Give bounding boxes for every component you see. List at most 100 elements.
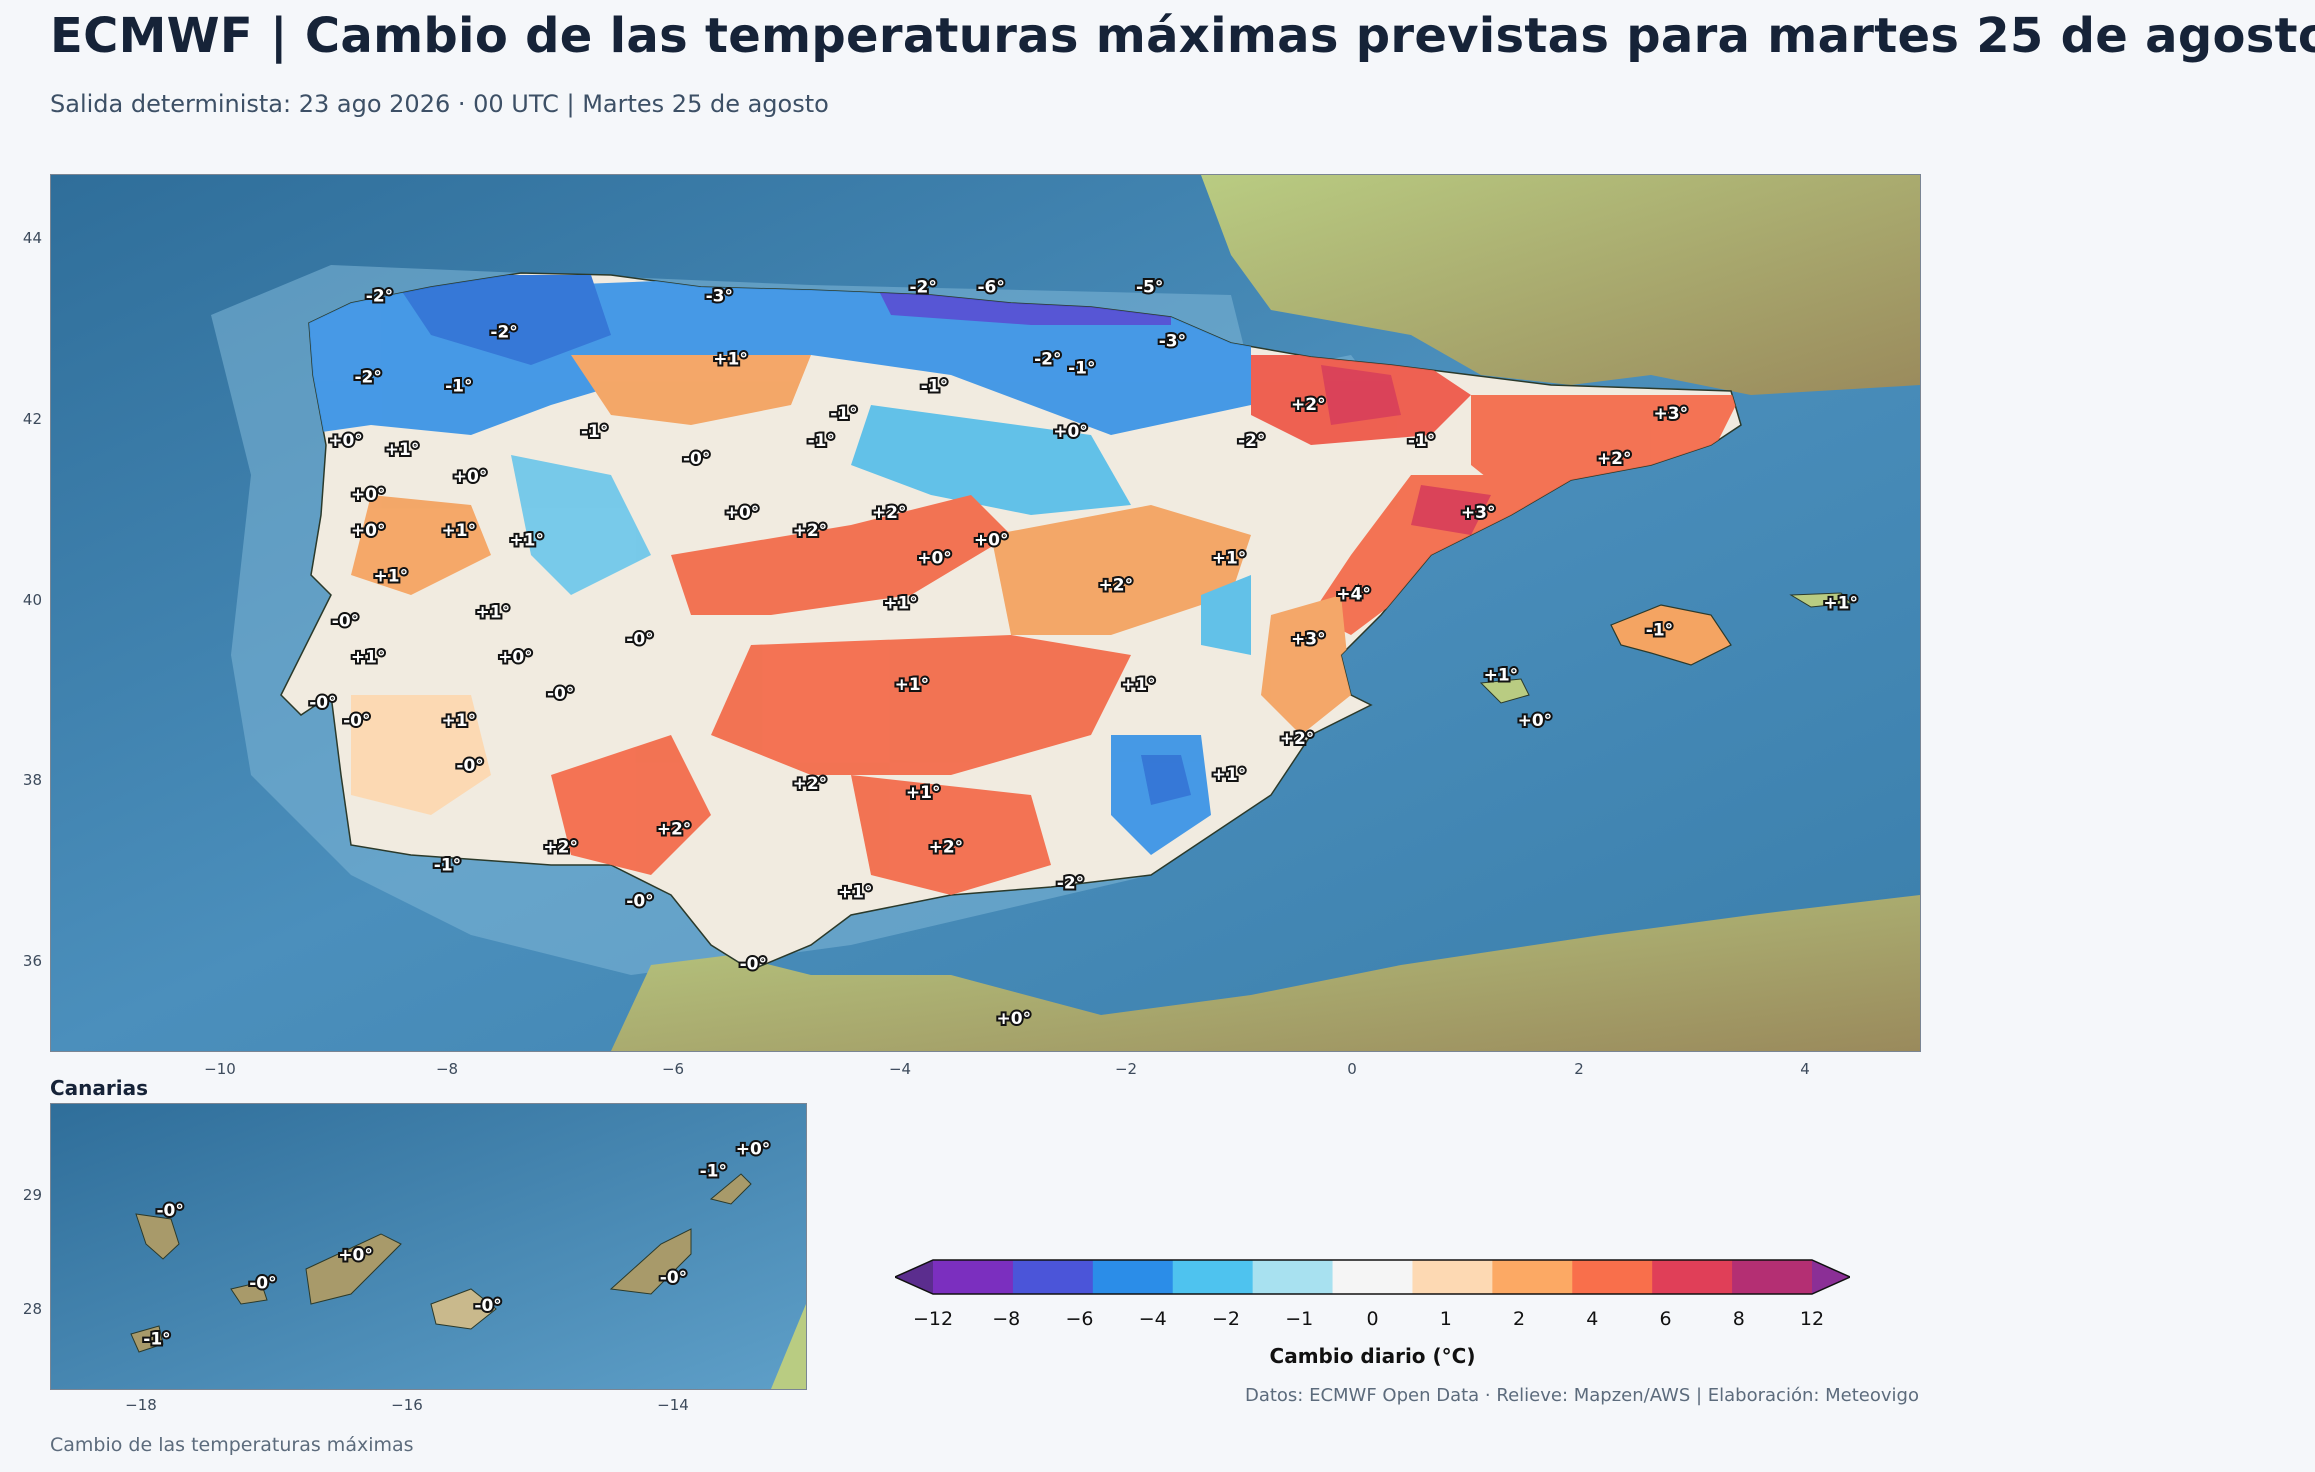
- lat-tick: 29: [22, 1186, 42, 1204]
- temp-change-label: +1°: [883, 594, 918, 614]
- temp-change-label: -0°: [683, 449, 710, 469]
- canarias-map-labels: +0° -1° -0° +0° -0° -0° -0° -1°: [141, 1137, 772, 1351]
- temp-change-label: +1°: [838, 883, 873, 903]
- colorbar-tick-label: 12: [1799, 1308, 1825, 1330]
- lon-tick: −16: [391, 1396, 423, 1414]
- colorbar-tick-label: 1: [1439, 1308, 1452, 1330]
- colorbar-segment: [1412, 1260, 1493, 1294]
- temp-change-label: +1°: [442, 711, 477, 731]
- temp-change-label: +0°: [328, 431, 363, 451]
- temp-change-label: -1°: [700, 1162, 727, 1182]
- temp-change-label: -6°: [978, 277, 1005, 297]
- colorbar-tick-label: −1: [1285, 1308, 1314, 1330]
- colorbar-segment: [1572, 1260, 1653, 1294]
- colorbar-tick-label: 6: [1659, 1308, 1672, 1330]
- temp-change-label: -1°: [445, 377, 472, 397]
- temp-change-label: +2°: [543, 837, 578, 857]
- temp-change-label: -0°: [249, 1273, 276, 1293]
- temp-change-label: -0°: [343, 711, 370, 731]
- colorbar-segment: [1012, 1260, 1094, 1294]
- temp-change-label: +0°: [351, 485, 386, 505]
- temp-change-label: +2°: [793, 774, 828, 794]
- colorbar-segment: [1092, 1260, 1174, 1294]
- temp-change-label: -2°: [490, 323, 517, 343]
- temp-change-label: +1°: [385, 440, 420, 460]
- temp-change-label: +1°: [1212, 548, 1247, 568]
- temp-change-label: -1°: [808, 431, 835, 451]
- temp-change-label: -1°: [143, 1329, 170, 1349]
- temp-change-label: +1°: [374, 566, 409, 586]
- temp-change-label: -5°: [1136, 277, 1163, 297]
- temp-change-label: +0°: [1053, 422, 1088, 442]
- temp-change-label: -1°: [921, 377, 948, 397]
- temp-change-label: -0°: [456, 756, 483, 776]
- lon-tick: 0: [1347, 1060, 1357, 1078]
- lon-tick: −18: [125, 1396, 157, 1414]
- temp-change-label: +0°: [453, 467, 488, 487]
- main-map: -2° -3° -2° -6° -5° -2° -3° +1° -2° -1° -2° -1° -1° +…: [50, 174, 1921, 1052]
- temp-change-label: +4°: [1336, 585, 1371, 605]
- lon-tick: 4: [1800, 1060, 1810, 1078]
- colorbar-tick-label: 0: [1366, 1308, 1379, 1330]
- colorbar-tick-label: 8: [1732, 1308, 1745, 1330]
- lat-tick: 42: [22, 410, 42, 428]
- temp-change-label: +2°: [1280, 729, 1315, 749]
- temp-change-label: +1°: [509, 530, 544, 550]
- colorbar-segment: [1652, 1260, 1733, 1294]
- lat-tick: 28: [22, 1300, 42, 1318]
- temp-change-label: -0°: [547, 684, 574, 704]
- temp-change-label: +1°: [1484, 666, 1519, 686]
- colorbar-tick-label: 2: [1512, 1308, 1526, 1330]
- temp-change-label: -3°: [1159, 332, 1186, 352]
- colorbar-segment: [1732, 1260, 1813, 1294]
- temp-change-label: -0°: [740, 955, 767, 975]
- lat-tick: 36: [22, 952, 42, 970]
- colorbar-tick-label: −2: [1211, 1308, 1240, 1330]
- lon-tick: −14: [657, 1396, 689, 1414]
- lon-tick: −6: [661, 1060, 685, 1078]
- temp-change-label: -1°: [1646, 621, 1673, 641]
- temp-change-label: -0°: [626, 630, 653, 650]
- colorbar-segment: [933, 1260, 1014, 1294]
- temp-change-label: +3°: [1654, 404, 1689, 424]
- colorbar-tick-label: 4: [1586, 1308, 1599, 1330]
- colorbar-tick-label: −6: [1065, 1308, 1094, 1330]
- temp-change-label: +1°: [1823, 594, 1858, 614]
- lat-tick: 38: [22, 771, 42, 789]
- temp-change-label: +1°: [1121, 675, 1156, 695]
- temp-change-label: +0°: [351, 521, 386, 541]
- temp-change-label: -0°: [660, 1268, 687, 1288]
- temp-change-label: +3°: [1291, 630, 1326, 650]
- figure-caption: Cambio de las temperaturas máximas: [50, 1434, 414, 1456]
- temp-change-label: +2°: [657, 819, 692, 839]
- lat-tick: 44: [22, 229, 42, 247]
- lon-tick: −8: [435, 1060, 459, 1078]
- temp-change-label: +0°: [736, 1139, 771, 1159]
- temp-change-label: -1°: [1068, 359, 1095, 379]
- lon-tick: −2: [1114, 1060, 1138, 1078]
- colorbar-tick-label: −4: [1138, 1308, 1167, 1330]
- colorbar-segment: [1492, 1260, 1573, 1294]
- temp-change-label: -3°: [706, 286, 733, 306]
- temp-change-label: -0°: [626, 892, 653, 912]
- temp-change-label: -1°: [434, 855, 461, 875]
- temp-change-label: -0°: [474, 1296, 501, 1316]
- temp-change-label: +2°: [1291, 395, 1326, 415]
- temp-change-label: -2°: [1057, 873, 1084, 893]
- temp-change-label: +1°: [906, 783, 941, 803]
- temp-change-label: -0°: [332, 612, 359, 632]
- colorbar-tick-label: −12: [912, 1308, 954, 1330]
- colorbar-label: Cambio diario (°C): [1269, 1344, 1476, 1368]
- temp-change-label: -2°: [1034, 350, 1061, 370]
- colorbar-extend-min: [895, 1260, 933, 1294]
- temp-change-label: +2°: [872, 503, 907, 523]
- temp-change-label: +1°: [442, 521, 477, 541]
- temp-change-label: -1°: [1408, 431, 1435, 451]
- temp-change-label: +2°: [929, 837, 964, 857]
- colorbar-segment: [1172, 1260, 1254, 1294]
- temp-change-label: +2°: [1099, 575, 1134, 595]
- colorbar: −12 −8 −6 −4 −2 −1 0 1 2 4 6 8 12 Cambio diario (°C): [893, 1250, 1852, 1370]
- colorbar-segment: [1332, 1260, 1413, 1294]
- temp-change-label: +0°: [338, 1246, 373, 1266]
- temp-change-label: -0°: [157, 1201, 184, 1221]
